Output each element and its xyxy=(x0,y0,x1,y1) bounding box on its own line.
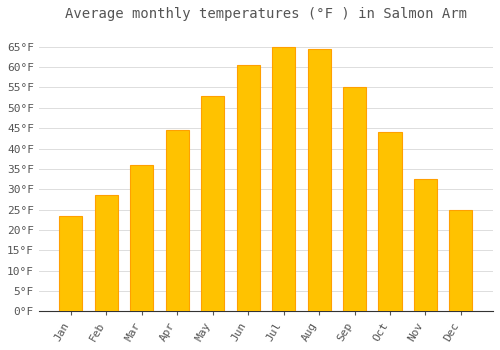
Bar xyxy=(201,96,224,312)
Title: Average monthly temperatures (°F ) in Salmon Arm: Average monthly temperatures (°F ) in Sa… xyxy=(65,7,467,21)
Bar xyxy=(308,49,330,312)
Bar xyxy=(166,130,189,312)
Bar xyxy=(378,132,402,312)
Bar xyxy=(414,179,437,312)
Bar xyxy=(343,88,366,312)
Bar xyxy=(95,195,118,312)
Bar xyxy=(236,65,260,312)
Bar xyxy=(272,47,295,312)
Bar xyxy=(60,216,82,312)
Bar xyxy=(130,165,154,312)
Bar xyxy=(450,210,472,312)
